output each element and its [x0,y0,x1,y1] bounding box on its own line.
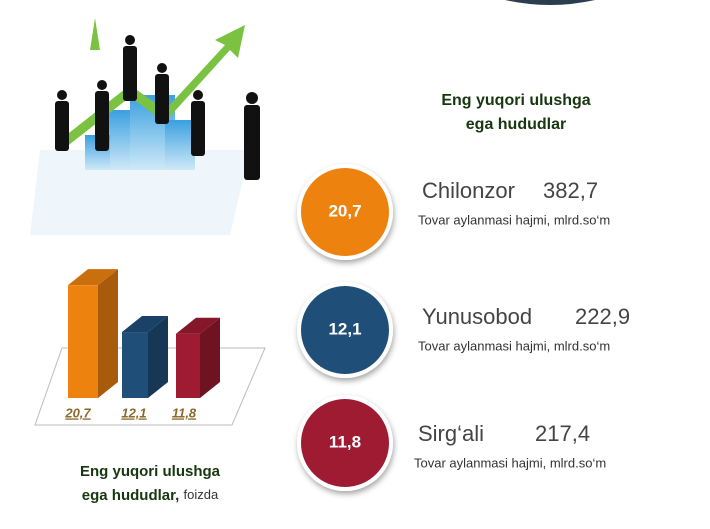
decor-arc [505,0,595,5]
caption-line: ega hududlar, foizda [82,487,219,504]
share-label: 20,7 [328,201,361,220]
caption-part: ega hududlar, [82,487,180,504]
share-label: 12,1 [328,319,361,338]
bar-value-label: 11,8 [172,405,197,420]
region-note: Tovar aylanmasi hajmi, mlrd.so‘m [418,338,610,353]
bar-top [176,317,220,334]
bar-value-label: 20,7 [64,405,91,420]
share-label: 11,8 [329,432,361,451]
caption-unit: foizda [183,487,218,502]
bar-side [148,316,168,398]
region-note: Tovar aylanmasi hajmi, mlrd.so‘m [418,212,610,227]
region-turnover: 382,7 [543,178,598,203]
heading-line: ega hududlar [466,116,566,133]
business-illustration [30,18,260,235]
region-turnover: 222,9 [575,304,630,329]
region-note: Tovar aylanmasi hajmi, mlrd.so‘m [414,455,606,470]
bar-top [68,269,118,286]
bar [122,332,148,398]
share-circle-fill [301,286,389,374]
heading-line: Eng yuqori ulushga [441,92,590,109]
bar [68,285,98,398]
bar-value-label: 12,1 [121,405,146,420]
region-turnover: 217,4 [535,421,590,446]
bar-side [200,317,220,398]
region-name: Chilonzor [422,178,515,203]
region-list: 20,7 Chilonzor 382,7 Tovar aylanmasi hajmi,… [297,164,630,491]
region-name: Yunusobod [422,304,532,329]
caption-line: Eng yuqori ulushga [80,463,221,480]
share-circle-fill [301,168,389,256]
bar [176,333,200,398]
region-name: Sirg‘ali [418,421,484,446]
bar-side [98,269,118,398]
share-circle-fill [301,399,389,487]
bar-top [122,316,168,333]
bar-group: 20,7 12,1 11,8 [64,269,220,420]
